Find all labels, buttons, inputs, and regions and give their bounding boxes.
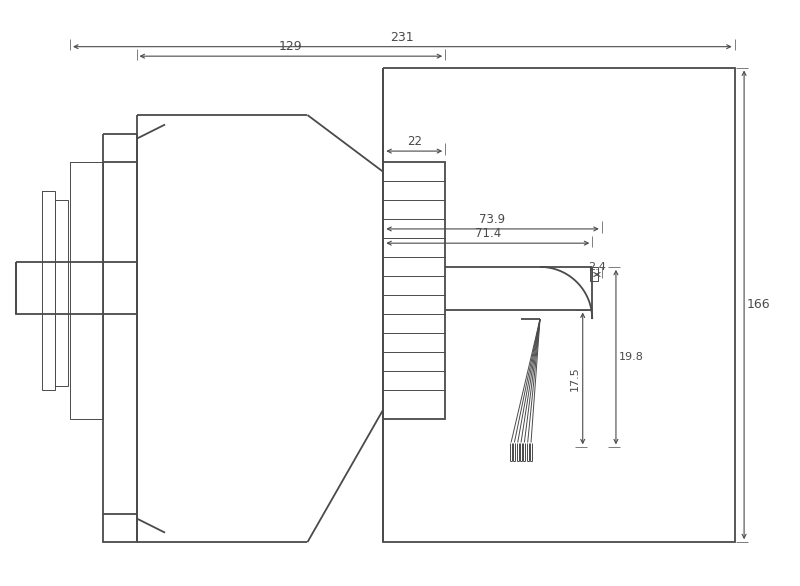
Text: 17.5: 17.5 xyxy=(570,366,580,391)
Text: 129: 129 xyxy=(279,40,302,53)
Text: 166: 166 xyxy=(747,298,770,311)
Text: 2.4: 2.4 xyxy=(588,261,606,272)
Text: 22: 22 xyxy=(406,135,422,148)
Text: 231: 231 xyxy=(390,31,414,44)
Text: 71.4: 71.4 xyxy=(474,227,501,240)
Text: 73.9: 73.9 xyxy=(479,213,506,226)
Text: 19.8: 19.8 xyxy=(618,352,644,362)
